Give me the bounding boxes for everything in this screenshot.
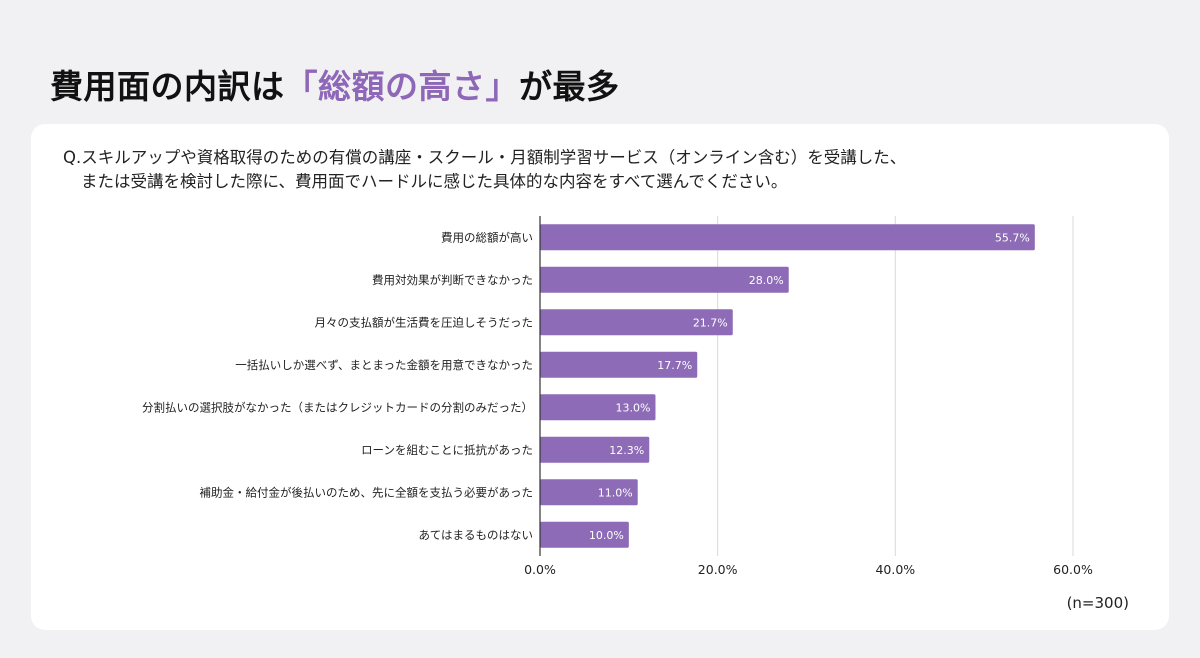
bar	[540, 436, 650, 463]
bar	[540, 266, 789, 293]
bar	[540, 521, 629, 548]
bar	[540, 224, 1035, 251]
x-tick-label: 40.0%	[875, 562, 915, 577]
bar	[540, 309, 733, 336]
bar-chart: 費用の総額が高い 55.7% 費用対効果が判断できなかった 28.0% 月々の支払額が生…	[142, 216, 1093, 577]
title-text-end: が最多	[519, 67, 620, 106]
data-label: 55.7%	[995, 231, 1030, 244]
data-label: 11.0%	[598, 486, 633, 499]
survey-question: Q.スキルアップや資格取得のための有償の講座・スクール・月額制学習サービス（オン…	[63, 146, 1143, 194]
category-label: 月々の支払額が生活費を圧迫しそうだった	[315, 315, 534, 329]
page-title: 費用面の内訳は「総額の高さ」が最多	[50, 62, 620, 112]
data-label: 21.7%	[693, 316, 728, 329]
data-label: 10.0%	[589, 529, 624, 542]
data-label: 17.7%	[657, 359, 692, 372]
title-text: 費用面の内訳は	[50, 67, 285, 106]
category-label: 分割払いの選択肢がなかった（またはクレジットカードの分割のみだった）	[142, 400, 533, 414]
question-line-2: または受講を検討した際に、費用面でハードルに感じた具体的な内容をすべて選んでくだ…	[81, 172, 788, 191]
data-label: 12.3%	[609, 444, 644, 457]
bar	[540, 479, 638, 506]
category-label: 費用の総額が高い	[441, 230, 533, 244]
category-label: 費用対効果が判断できなかった	[372, 273, 533, 287]
category-label: 一括払いしか選べず、まとまった金額を用意できなかった	[235, 358, 533, 372]
x-tick-label: 20.0%	[698, 562, 738, 577]
category-label: 補助金・給付金が後払いのため、先に全額を支払う必要があった	[200, 485, 534, 499]
title-highlight: 「総額の高さ」	[284, 67, 519, 106]
x-tick-label: 60.0%	[1053, 562, 1093, 577]
x-tick-label: 0.0%	[524, 562, 556, 577]
sample-size-label: (n=300)	[1066, 594, 1129, 612]
bar	[540, 351, 698, 378]
chart-card: Q.スキルアップや資格取得のための有償の講座・スクール・月額制学習サービス（オン…	[31, 124, 1169, 630]
bar	[540, 394, 656, 421]
data-label: 13.0%	[616, 401, 651, 414]
data-label: 28.0%	[749, 274, 784, 287]
category-label: あてはまるものはない	[418, 528, 533, 542]
category-label: ローンを組むことに抵抗があった	[361, 443, 533, 457]
question-line-1: Q.スキルアップや資格取得のための有償の講座・スクール・月額制学習サービス（オン…	[63, 148, 907, 167]
